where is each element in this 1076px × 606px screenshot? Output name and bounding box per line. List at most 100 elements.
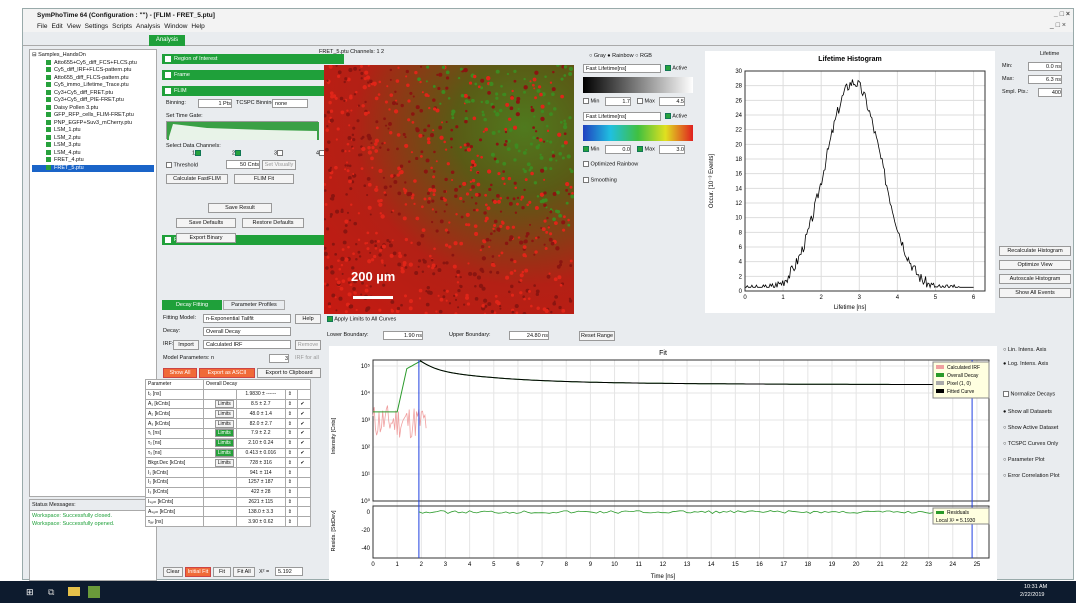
apply-limits-checkbox[interactable]: Apply Limits to All Curves — [327, 316, 396, 322]
export-clipboard-button[interactable]: Export to Clipboard — [257, 368, 321, 378]
param-fix-checkbox[interactable]: ✔ — [297, 418, 311, 429]
tab-decay-fitting[interactable]: Decay Fitting — [162, 300, 222, 310]
export-ascii-button[interactable]: Export as ASCII — [199, 368, 255, 378]
param-fix-checkbox[interactable]: ✔ — [297, 447, 311, 459]
tree-item[interactable]: LSM_2.ptu — [32, 135, 154, 143]
max-2[interactable]: Max — [637, 146, 655, 152]
tree-item[interactable]: LSM_4.ptu — [32, 150, 154, 158]
binning-input[interactable]: 1 Pts — [198, 99, 232, 108]
initial-fit-button[interactable]: Initial Fit — [185, 567, 211, 577]
param-stepper[interactable]: ⇕ — [284, 408, 299, 420]
tcspc-only-radio[interactable]: ○ TCSPC Curves Only — [1003, 441, 1059, 447]
param-fix-checkbox[interactable] — [297, 467, 311, 478]
save-result-button[interactable]: Save Result — [208, 203, 272, 213]
tree-item[interactable]: FRET_4.ptu — [32, 157, 154, 165]
param-stepper[interactable]: ⇕ — [284, 437, 299, 449]
limits-button[interactable]: Limits — [214, 429, 234, 438]
tree-item[interactable]: GFP_RFP_cells_FLIM-FRET.ptu — [32, 112, 154, 120]
smoothing[interactable]: Smoothing — [583, 177, 617, 183]
autoscale-histogram-button[interactable]: Autoscale Histogram — [999, 274, 1071, 284]
section-flim[interactable]: FLIM — [162, 86, 344, 96]
help-button[interactable]: Help — [295, 314, 321, 324]
decay-select[interactable]: Overall Decay — [203, 327, 291, 336]
error-corr-radio[interactable]: ○ Error Correlation Plot — [1003, 473, 1060, 479]
channel-1[interactable]: 1 — [192, 150, 202, 156]
param-fix-checkbox[interactable]: ✔ — [297, 427, 311, 439]
menu-item[interactable]: Window — [164, 23, 188, 30]
min-2[interactable]: Min — [583, 146, 599, 152]
show-active-radio[interactable]: ○ Show Active Dataset — [1003, 425, 1059, 431]
tree-root[interactable]: ⊟ Samples_HandsOn — [32, 52, 86, 58]
tree-item[interactable]: Cy5_diff_IRF+FLCS-pattern.ptu — [32, 67, 154, 75]
param-fix-checkbox[interactable] — [297, 388, 311, 400]
param-fix-checkbox[interactable]: ✔ — [297, 408, 311, 420]
max-2-input[interactable]: 3.0 — [659, 145, 685, 154]
max-1-input[interactable]: 4.5 — [659, 97, 685, 106]
menu-item[interactable]: File — [37, 23, 48, 30]
tree-item[interactable]: LSM_1.ptu — [32, 127, 154, 135]
color-mode-1[interactable]: Fast Lifetime[ns] — [583, 64, 661, 73]
param-stepper[interactable]: ⇕ — [284, 388, 299, 400]
irf-for-all[interactable]: IRF for all — [295, 355, 319, 361]
lower-boundary-input[interactable]: 1.90 ns — [383, 331, 423, 340]
windows-start-icon[interactable]: ⊞ — [26, 587, 34, 597]
tree-item[interactable]: Daisy Pollen 3.ptu — [32, 105, 154, 113]
n-input[interactable]: 3 — [269, 354, 289, 363]
window-controls[interactable]: _ □ × — [1053, 11, 1070, 18]
tab-parameter-profiles[interactable]: Parameter Profiles — [223, 300, 285, 310]
show-all-button[interactable]: Show All — [163, 368, 197, 378]
save-defaults-button[interactable]: Save Defaults — [176, 218, 236, 228]
section-roi[interactable]: Region of Interest — [162, 54, 344, 64]
lt-max-input[interactable]: 6.3 ns — [1028, 75, 1062, 84]
upper-boundary-input[interactable]: 24.80 ns — [509, 331, 549, 340]
fit-plot[interactable]: Fit Time [ns] Intensity [Cnts] Resids. [… — [329, 346, 997, 581]
clear-button[interactable]: Clear — [163, 567, 183, 577]
param-stepper[interactable]: ⇕ — [284, 496, 299, 508]
import-button[interactable]: Import — [173, 340, 199, 350]
tree-item[interactable]: Cy5_immo_Lifetime_Trace.ptu — [32, 82, 154, 90]
task-view-icon[interactable]: ⧉ — [48, 587, 55, 597]
min-2-input[interactable]: 0.0 — [605, 145, 631, 154]
tree-item[interactable]: Atto655_diff_FLCS-pattern.ptu — [32, 75, 154, 83]
max-1[interactable]: Max — [637, 98, 655, 104]
channel-2[interactable]: 2 — [232, 150, 242, 156]
param-fix-checkbox[interactable]: ✔ — [297, 437, 311, 449]
reset-range-button[interactable]: Reset Range — [579, 331, 615, 341]
menu-item[interactable]: Scripts — [112, 23, 133, 30]
fit-all-button[interactable]: Fit All — [233, 567, 255, 577]
limits-button[interactable]: Limits — [214, 399, 234, 408]
param-stepper[interactable]: ⇕ — [284, 457, 299, 469]
param-fix-checkbox[interactable] — [297, 506, 311, 518]
optimize-view-button[interactable]: Optimize View — [999, 260, 1071, 270]
section-frame[interactable]: Frame — [162, 70, 344, 80]
file-explorer-icon[interactable] — [68, 587, 80, 596]
tcspc-select[interactable]: none — [272, 99, 308, 108]
color-mode-2[interactable]: Fast Lifetime[ns] — [583, 112, 661, 121]
flim-fit-button[interactable]: FLIM Fit — [234, 174, 294, 184]
param-stepper[interactable]: ⇕ — [284, 476, 299, 488]
set-visually-button[interactable]: Set Visually — [262, 160, 296, 170]
param-stepper[interactable]: ⇕ — [284, 467, 299, 478]
menu-item[interactable]: Help — [191, 23, 205, 30]
remove-button[interactable]: Remove — [295, 340, 321, 350]
lifetime-histogram[interactable]: Lifetime Histogram Lifetime [ns] Occur. … — [705, 51, 995, 313]
child-window-controls[interactable]: _ □ × — [1049, 22, 1066, 29]
log-axis-radio[interactable]: ● Log. Intens. Axis — [1003, 361, 1049, 367]
tree-item[interactable]: Atto655+Cy5_diff_FCS+FLCS.ptu — [32, 60, 154, 68]
parameter-plot-radio[interactable]: ○ Parameter Plot — [1003, 457, 1045, 463]
restore-defaults-button[interactable]: Restore Defaults — [242, 218, 304, 228]
color-mode-radios[interactable]: ○ Gray ● Rainbow ○ RGB — [589, 53, 652, 59]
tree-item[interactable]: Cy3+Cy5_diff_FRET.ptu — [32, 90, 154, 98]
param-fix-checkbox[interactable] — [297, 486, 311, 498]
param-fix-checkbox[interactable]: ✔ — [297, 457, 311, 469]
param-stepper[interactable]: ⇕ — [284, 418, 299, 429]
param-fix-checkbox[interactable] — [297, 516, 311, 527]
normalize-checkbox[interactable]: Normalize Decays — [1003, 391, 1055, 397]
show-all-events-button[interactable]: Show All Events — [999, 288, 1071, 298]
param-stepper[interactable]: ⇕ — [284, 398, 299, 410]
min-1-input[interactable]: 1.7 — [605, 97, 631, 106]
active-1[interactable]: Active — [665, 65, 687, 71]
threshold-checkbox[interactable]: Threshold — [166, 162, 198, 168]
limits-button[interactable]: Limits — [214, 419, 234, 428]
threshold-input[interactable]: 50 Cnts — [226, 160, 260, 169]
